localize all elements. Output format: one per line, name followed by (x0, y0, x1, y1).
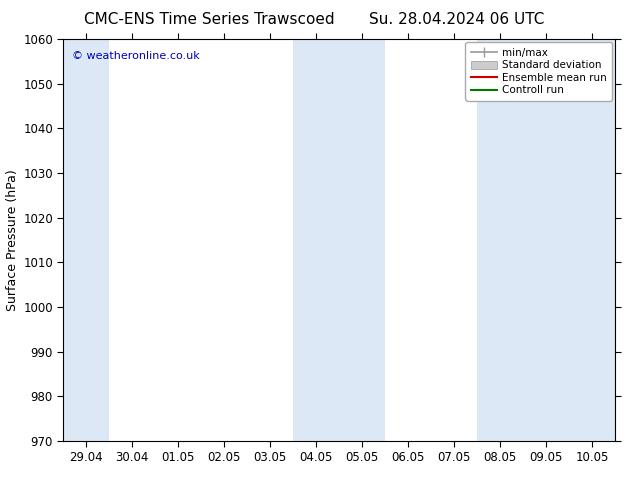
Y-axis label: Surface Pressure (hPa): Surface Pressure (hPa) (6, 169, 19, 311)
Text: Su. 28.04.2024 06 UTC: Su. 28.04.2024 06 UTC (369, 12, 544, 27)
Text: © weatheronline.co.uk: © weatheronline.co.uk (72, 51, 200, 61)
Bar (477, 39, 615, 441)
Bar (63, 39, 110, 441)
Bar (293, 39, 385, 441)
Legend: min/max, Standard deviation, Ensemble mean run, Controll run: min/max, Standard deviation, Ensemble me… (465, 42, 612, 100)
Text: CMC-ENS Time Series Trawscoed: CMC-ENS Time Series Trawscoed (84, 12, 335, 27)
